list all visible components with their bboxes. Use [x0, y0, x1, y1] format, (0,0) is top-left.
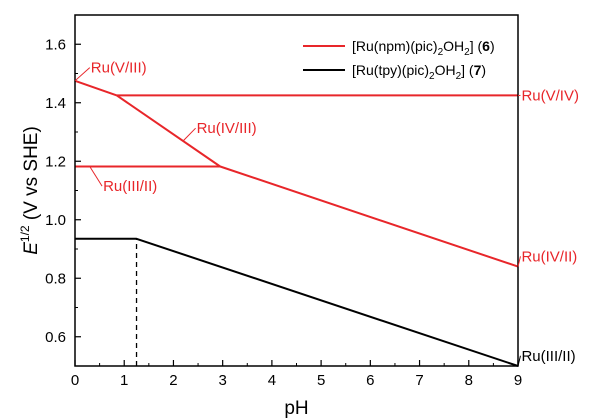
x-tick-label-6: 6 [366, 372, 374, 389]
y-tick-label-3: 1.2 [45, 153, 66, 170]
y-tick-label-4: 1.4 [45, 95, 66, 112]
x-tick-label-8: 8 [465, 372, 473, 389]
y-axis-label-symbol: E [21, 242, 42, 255]
x-axis-label: pH [284, 398, 308, 418]
annotation-label-4: Ru(IV/II) [521, 248, 577, 265]
y-tick-label-2: 1.0 [45, 212, 66, 229]
plot-marks [74, 79, 519, 367]
series-npm-line-0 [74, 79, 519, 268]
y-axis-label: E1/2 (V vs SHE) [18, 126, 42, 255]
legend-label-npm: [Ru(npm)(pic)2OH2] (6) [352, 38, 495, 58]
x-tick-label-2: 2 [169, 372, 177, 389]
annotation-label-3: Ru(V/IV) [521, 87, 579, 104]
legend-label-tpy: [Ru(tpy)(pic)2OH2] (7) [352, 62, 486, 82]
annotation-label-5: Ru(III/II) [521, 348, 575, 365]
legend: [Ru(npm)(pic)2OH2] (6) [Ru(tpy)(pic)2OH2… [303, 38, 495, 82]
x-tick-label-5: 5 [317, 372, 325, 389]
y-tick-label-1: 0.8 [45, 270, 66, 287]
annotations: Ru(V/III) Ru(IV/III) Ru(III/II) Ru(V/IV) Ru(… [74, 60, 579, 367]
annotation-leader-2 [89, 166, 103, 187]
series-tpy-line-0 [75, 237, 519, 367]
annotation-leader-4 [517, 256, 521, 267]
x-tick-label-0: 0 [71, 372, 79, 389]
y-axis-label-superscript: 1/2 [18, 225, 32, 242]
x-tick-label-1: 1 [120, 372, 128, 389]
y-tick-label-0: 0.6 [45, 329, 66, 346]
annotation-label-0: Ru(V/III) [91, 60, 147, 77]
annotation-leader-5 [517, 355, 521, 367]
x-tick-label-7: 7 [415, 372, 423, 389]
x-tick-label-4: 4 [268, 372, 276, 389]
y-axis-label-units: (V vs SHE) [21, 126, 42, 225]
y-tick-label-5: 1.6 [45, 36, 66, 53]
annotation-leader-1 [182, 127, 196, 142]
annotation-label-2: Ru(III/II) [103, 178, 157, 195]
x-tick-label-9: 9 [514, 372, 522, 389]
annotation-leader-0 [74, 67, 91, 82]
x-tick-label-3: 3 [218, 372, 226, 389]
axes: 0 1 2 3 4 5 6 7 8 9 0.6 0.8 1.0 1.2 1.4 1.6 [45, 36, 522, 389]
annotation-label-1: Ru(IV/III) [197, 120, 257, 137]
